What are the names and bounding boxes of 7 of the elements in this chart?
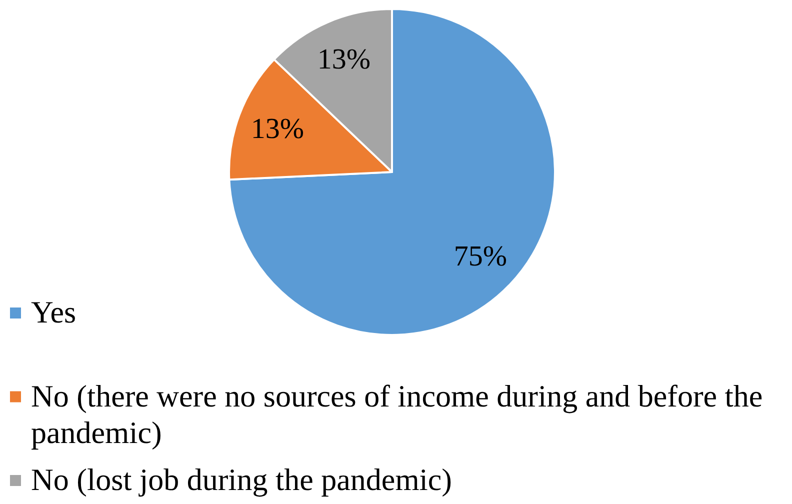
data-label: 75% (454, 240, 508, 272)
pie-slice (228, 8, 556, 336)
data-label: 13% (250, 113, 304, 146)
legend-label: Yes (31, 294, 76, 330)
legend-label: No (lost job during the pandemic) (31, 462, 452, 497)
legend-label: No (there were no sources of income during and before the pandemic) (31, 378, 763, 450)
data-label: 13% (317, 44, 370, 76)
